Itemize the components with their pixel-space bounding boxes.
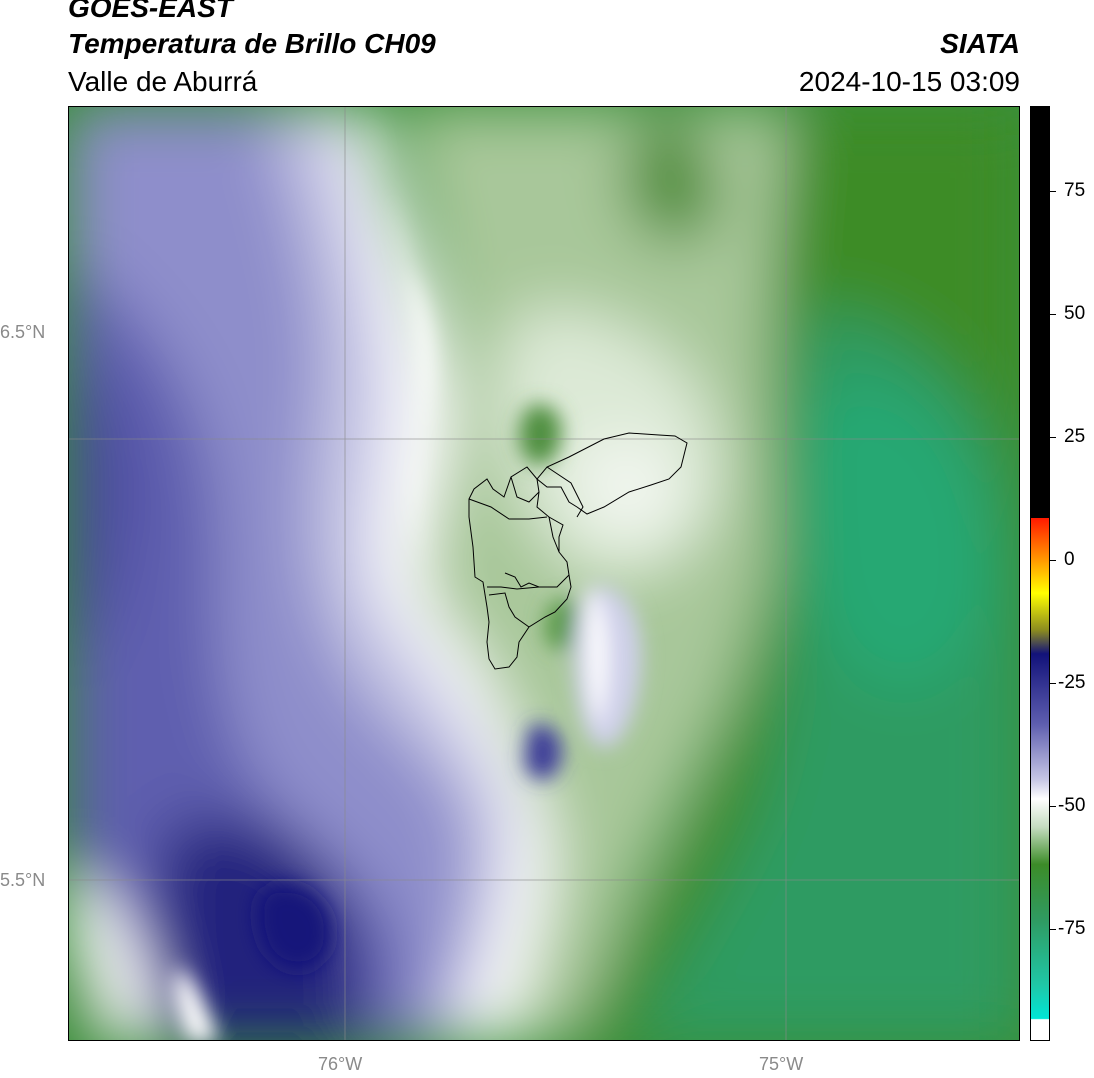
map-panel[interactable] [68, 106, 1020, 1041]
lat-label-5-5n: 5.5°N [0, 870, 46, 890]
colorbar-label-75: 75 [1064, 180, 1086, 201]
satellite-title: GOES-EAST [68, 0, 233, 23]
field-detail [174, 107, 642, 1040]
colorbar-label-minus-25: -25 [1058, 672, 1086, 693]
colorbar [1030, 106, 1050, 1041]
colorbar-label-minus-75: -75 [1058, 918, 1086, 939]
lon-label-75w: 75°W [759, 1054, 804, 1074]
colorbar-tick [1050, 314, 1056, 315]
lon-label-76w: 76°W [318, 1054, 363, 1074]
region-subtitle: Valle de Aburrá [68, 66, 258, 97]
colorbar-tick [1050, 929, 1056, 930]
valle-de-aburra-outline [468, 432, 688, 670]
colorbar-label-50: 50 [1064, 303, 1086, 324]
colorbar-label-25: 25 [1064, 426, 1086, 447]
brand-label: SIATA [940, 28, 1020, 59]
colorbar-gradient [1031, 107, 1049, 1040]
colorbar-tick [1050, 683, 1056, 684]
colorbar-label-0: 0 [1064, 549, 1075, 570]
colorbar-tick [1050, 806, 1056, 807]
colorbar-label-minus-50: -50 [1058, 795, 1086, 816]
product-title: Temperatura de Brillo CH09 [68, 28, 436, 59]
colorbar-tick [1050, 437, 1056, 438]
colorbar-tick [1050, 191, 1056, 192]
colorbar-tick [1050, 560, 1056, 561]
brightness-temperature-map [69, 107, 1019, 1040]
lat-label-6-5n: 6.5°N [0, 322, 46, 342]
field-large-scale [69, 107, 1019, 1040]
graticule [69, 107, 1019, 1040]
datetime-label: 2024-10-15 03:09 [798, 66, 1020, 97]
